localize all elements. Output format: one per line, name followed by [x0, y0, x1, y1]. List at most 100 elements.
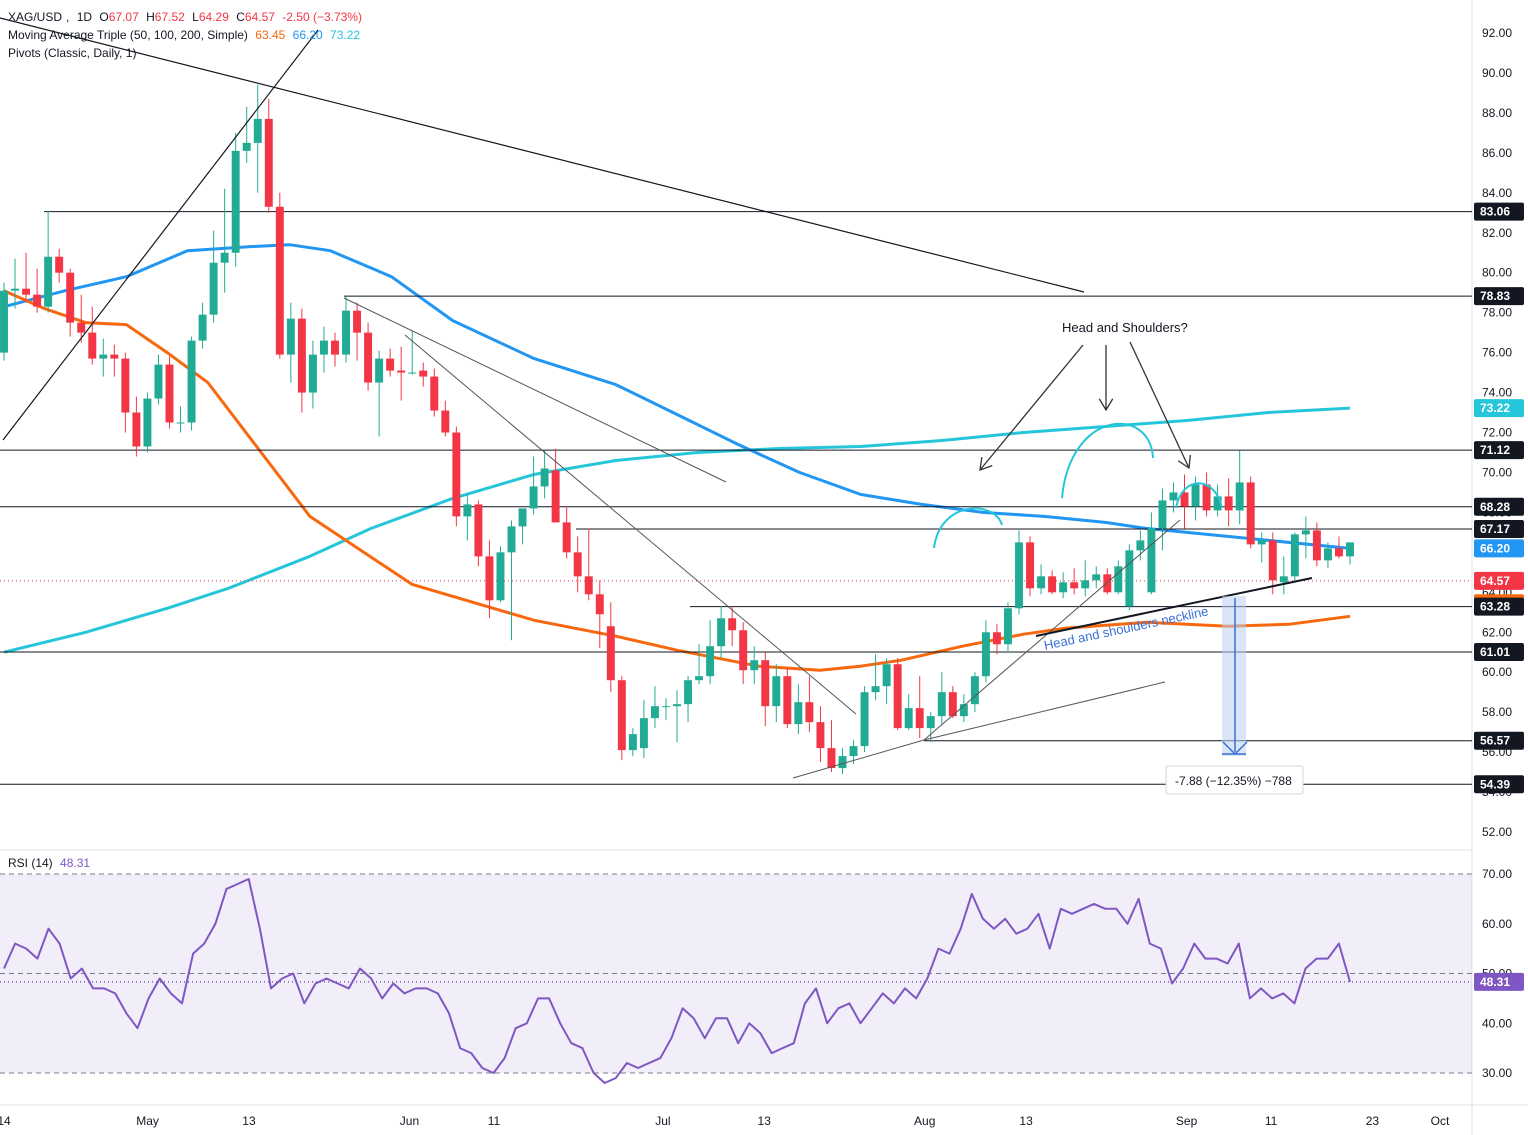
- rsi-tick-label: 40.00: [1482, 1016, 1512, 1030]
- candle-body: [353, 310, 362, 333]
- candle-body: [959, 704, 968, 717]
- time-tick-label: Jul: [655, 1114, 670, 1128]
- price-tick-label: 92.00: [1482, 26, 1512, 40]
- interval[interactable]: 1D: [76, 10, 93, 24]
- candle-body: [66, 272, 75, 323]
- candle-body: [1070, 582, 1079, 589]
- rsi-badge-bg: [1474, 972, 1524, 991]
- ma100-value: 66.20: [292, 28, 323, 42]
- price-badge-text: 61.01: [1480, 645, 1510, 659]
- candle-body: [750, 660, 759, 671]
- ma200-value: 73.22: [330, 28, 361, 42]
- candle-body: [893, 664, 902, 729]
- candle-body: [419, 370, 428, 377]
- candle-body: [1312, 530, 1321, 561]
- candle-body: [463, 504, 472, 517]
- symbol-name[interactable]: XAG/USD: [8, 10, 63, 24]
- price-tick-label: 72.00: [1482, 426, 1512, 440]
- price-badge-bg: [1474, 399, 1524, 418]
- candle-body: [695, 676, 704, 681]
- ma200-line: [3, 406, 1351, 654]
- time-tick-label: 13: [242, 1114, 256, 1128]
- drawings: [0, 17, 1313, 779]
- time-tick-label: 11: [488, 1114, 501, 1128]
- time-tick-label: Aug: [914, 1114, 935, 1128]
- rsi-legend[interactable]: RSI (14) 48.31: [8, 856, 90, 870]
- price-badge-text: 67.17: [1480, 522, 1510, 536]
- candle-body: [606, 626, 615, 681]
- time-tick-label: Jun: [400, 1114, 419, 1128]
- price-tick-label: 82.00: [1482, 226, 1512, 240]
- candle-body: [706, 646, 715, 677]
- candle-body: [1191, 484, 1200, 507]
- candle-body: [375, 358, 384, 383]
- candle-body: [331, 340, 339, 355]
- candle-body: [595, 594, 604, 615]
- candle-body: [1268, 540, 1277, 581]
- price-badge: 78.83: [1474, 287, 1524, 306]
- channel-line-lower: [404, 334, 857, 715]
- candle-body: [650, 706, 659, 719]
- candle-body: [1224, 496, 1233, 511]
- price-tick-label: 58.00: [1482, 705, 1512, 719]
- candle-body: [452, 432, 461, 517]
- ohlc-change: -2.50 (−3.73%): [282, 10, 362, 24]
- long-downtrend-line: [0, 17, 1085, 293]
- rsi-tick-label: 30.00: [1482, 1066, 1512, 1080]
- rsi-line: [3, 878, 1351, 1084]
- measure-label: -7.88 (−12.35%) −788: [1175, 774, 1292, 788]
- price-badge-bg: [1474, 775, 1524, 794]
- candle-body: [1092, 574, 1101, 581]
- symbol-legend: XAG/USD, 1D O67.07 H67.52 L64.29 C64.57 …: [8, 10, 362, 24]
- candle-body: [1279, 576, 1288, 583]
- candle-body: [1235, 482, 1244, 511]
- candle-body: [88, 332, 97, 359]
- price-badge-text: 83.06: [1480, 205, 1510, 219]
- price-tick-label: 62.00: [1482, 625, 1512, 639]
- arrow-right-shoulder: [1129, 341, 1190, 469]
- candle-body: [408, 372, 417, 374]
- price-badge-bg: [1474, 519, 1524, 538]
- candle-body: [1301, 530, 1310, 535]
- candle-body: [0, 290, 8, 353]
- candle-body: [761, 660, 770, 707]
- pivots-legend[interactable]: Pivots (Classic, Daily, 1): [8, 44, 140, 62]
- price-badge-text: 66.20: [1480, 541, 1510, 555]
- price-tick-label: 88.00: [1482, 106, 1512, 120]
- candle-body: [915, 708, 924, 729]
- price-badge-bg: [1474, 643, 1524, 662]
- candle-body: [717, 618, 726, 647]
- rsi-value-badge: 48.31: [1474, 972, 1524, 991]
- candle-body: [871, 686, 880, 693]
- candle-body: [209, 262, 218, 315]
- candle-body: [474, 504, 483, 557]
- time-tick-label: 11: [1265, 1114, 1278, 1128]
- candle-body: [275, 206, 284, 355]
- price-badge: 61.01: [1474, 643, 1524, 662]
- candle-body: [1334, 548, 1343, 557]
- price-badge-bg: [1474, 539, 1524, 558]
- candle-body: [805, 702, 814, 723]
- channel-line-upper: [343, 297, 727, 483]
- pivots-label: Pivots (Classic, Daily, 1): [8, 46, 137, 60]
- candle-body: [728, 618, 737, 631]
- ohlc-open: O67.07: [99, 10, 139, 24]
- ma-legend[interactable]: Moving Average Triple (50, 100, 200, Sim…: [8, 26, 364, 44]
- price-badge: 63.28: [1474, 597, 1524, 616]
- rsi-pane: [0, 873, 1472, 1084]
- candle-body: [739, 630, 748, 671]
- rsi-tick-label: 60.00: [1482, 917, 1512, 931]
- candle-body: [11, 288, 20, 291]
- time-tick-label: 14: [0, 1114, 11, 1128]
- candle-body: [1323, 548, 1332, 561]
- candle-body: [231, 150, 240, 253]
- candle-body: [783, 676, 792, 725]
- price-badge-bg: [1474, 497, 1524, 516]
- neckline: [1035, 577, 1313, 637]
- candle-body: [55, 256, 64, 273]
- candle-body: [573, 552, 582, 577]
- candle-body: [187, 340, 196, 423]
- candle-body: [926, 716, 935, 729]
